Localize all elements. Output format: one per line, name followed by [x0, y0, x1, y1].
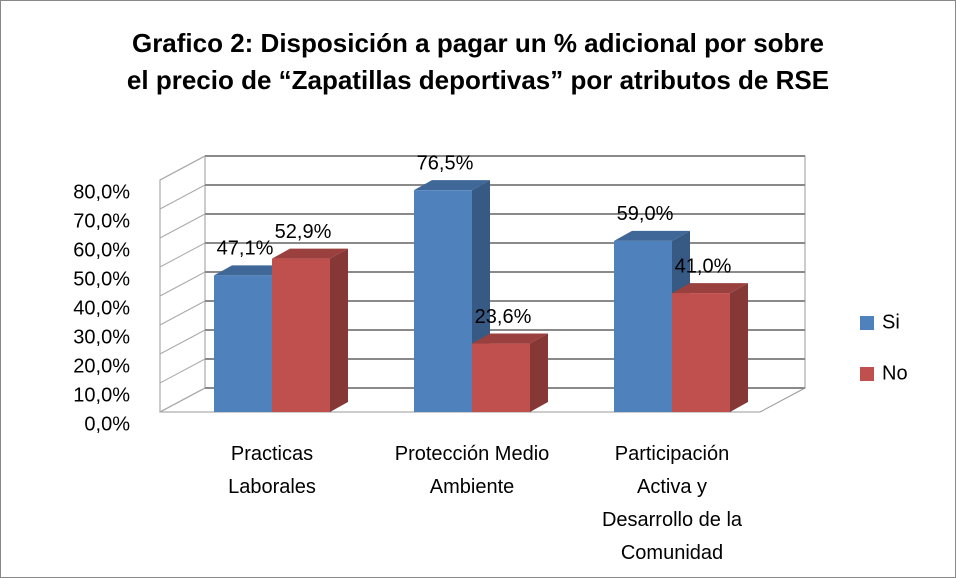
legend-label: No [882, 362, 908, 384]
bar [614, 240, 672, 412]
bar [672, 293, 730, 412]
grid-line [159, 242, 206, 268]
grid-line [159, 184, 206, 210]
chart-title: el precio de “Zapatillas deportivas” por… [127, 65, 829, 95]
value-label: 59,0% [617, 203, 674, 225]
y-tick-label: 30,0% [73, 326, 130, 348]
bar-side [330, 248, 348, 412]
x-tick-label: Protección Medio Ambiente [395, 443, 550, 498]
value-label: 23,6% [475, 306, 532, 328]
y-tick-label: 60,0% [73, 239, 130, 261]
value-label: 52,9% [275, 221, 332, 243]
legend-swatch [860, 316, 874, 330]
y-tick-label: 50,0% [73, 268, 130, 290]
grid-line [159, 358, 206, 384]
grid-line [159, 387, 206, 413]
legend-swatch [860, 367, 874, 381]
legend-label: Si [882, 311, 900, 333]
chart-title: Grafico 2: Disposición a pagar un % adic… [132, 28, 824, 58]
bar-top [214, 265, 290, 276]
y-tick-label: 70,0% [73, 210, 130, 232]
bar [272, 258, 330, 412]
x-tick-label: Participación Activa y Desarrollo de la Com… [602, 443, 743, 564]
grid-line [159, 213, 206, 239]
bar-side [530, 333, 548, 412]
bar [214, 275, 272, 412]
y-tick-label: 10,0% [73, 384, 130, 406]
grid-line [159, 271, 206, 297]
value-label: 76,5% [417, 152, 474, 174]
y-tick-label: 0,0% [84, 413, 130, 435]
x-tick-label: Practicas Laborales [228, 443, 316, 498]
grid-line [159, 329, 206, 355]
y-tick-label: 20,0% [73, 355, 130, 377]
bar-top [614, 230, 690, 241]
bar-top [414, 180, 490, 191]
bar [472, 343, 530, 412]
value-label: 41,0% [675, 255, 732, 277]
bar-top [472, 333, 548, 344]
bar [414, 190, 472, 412]
bar-side [730, 283, 748, 412]
value-label: 47,1% [217, 238, 274, 260]
bar-top [272, 248, 348, 259]
y-tick-label: 40,0% [73, 297, 130, 319]
grid-line [159, 155, 206, 181]
grid-line [159, 300, 206, 326]
bar-top [672, 283, 748, 294]
y-tick-label: 80,0% [73, 181, 130, 203]
